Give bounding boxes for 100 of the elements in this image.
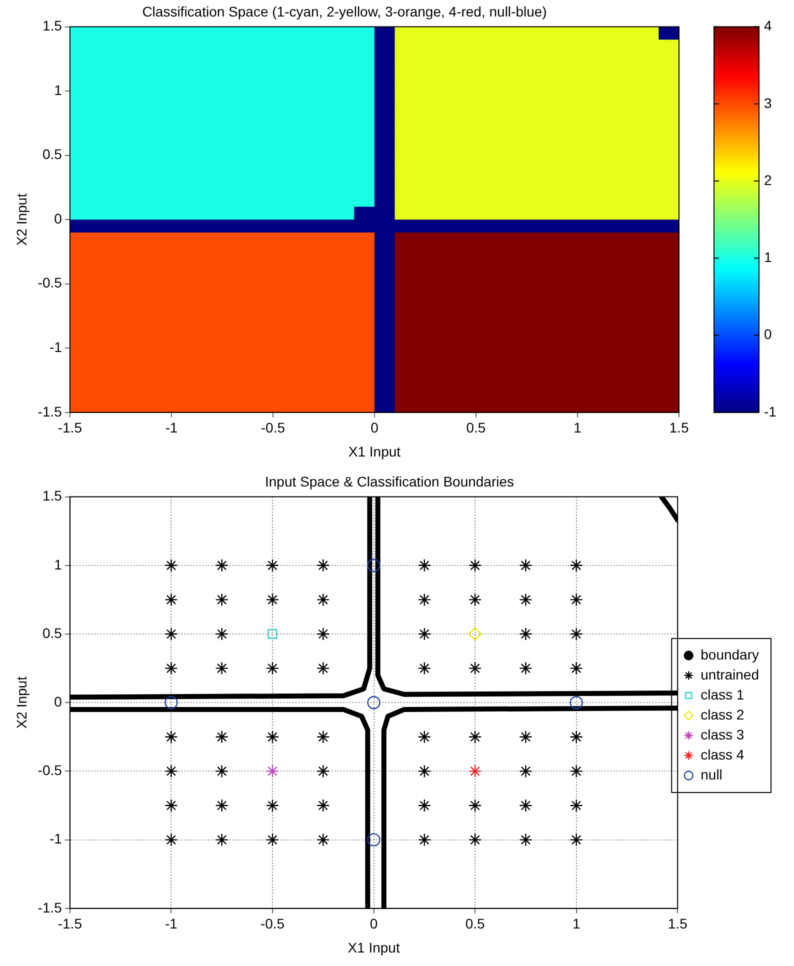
x-tick-label: 0 bbox=[370, 916, 378, 932]
y-axis-title: X2 Input bbox=[13, 676, 30, 729]
point bbox=[367, 558, 380, 572]
color-bar-label: 3 bbox=[764, 94, 772, 111]
x-tick-label: -0.5 bbox=[260, 916, 285, 932]
point bbox=[519, 593, 532, 606]
legend-label: class 3 bbox=[700, 726, 744, 742]
point bbox=[316, 764, 330, 778]
point bbox=[266, 833, 280, 846]
y-axis-title: X2 Input bbox=[13, 193, 30, 246]
y-tick-label: -1.5 bbox=[38, 403, 62, 420]
legend-label: untrained bbox=[700, 666, 760, 682]
point bbox=[164, 730, 178, 744]
color-bar-label: -1 bbox=[764, 403, 777, 420]
point bbox=[519, 662, 532, 675]
point bbox=[266, 558, 280, 572]
point bbox=[316, 798, 330, 812]
point bbox=[268, 629, 278, 639]
point bbox=[570, 764, 583, 778]
point bbox=[266, 593, 280, 606]
point bbox=[164, 764, 178, 778]
point bbox=[570, 730, 583, 744]
chart-title: Input Space & Classification Boundaries bbox=[264, 473, 514, 490]
point bbox=[418, 764, 432, 778]
point bbox=[367, 696, 380, 710]
color-bar-label: 4 bbox=[764, 18, 772, 34]
point bbox=[215, 764, 228, 778]
legend-label: class 2 bbox=[700, 706, 744, 722]
point bbox=[215, 798, 228, 812]
point bbox=[418, 627, 432, 641]
legend-label: class 1 bbox=[700, 686, 744, 702]
x-axis-title: X1 Input bbox=[348, 939, 400, 956]
y-tick-label: -0.5 bbox=[38, 274, 62, 291]
point bbox=[266, 798, 280, 812]
point bbox=[519, 798, 532, 812]
point bbox=[468, 558, 482, 572]
point bbox=[266, 662, 280, 675]
point bbox=[468, 662, 482, 675]
point bbox=[468, 833, 482, 846]
point bbox=[570, 593, 583, 606]
point bbox=[418, 833, 432, 846]
legend-label: boundary bbox=[700, 646, 760, 662]
point bbox=[570, 798, 583, 812]
point bbox=[519, 627, 532, 641]
point bbox=[468, 627, 482, 641]
point bbox=[418, 662, 432, 675]
y-tick-label: 1.5 bbox=[42, 18, 62, 34]
point bbox=[418, 730, 432, 744]
point bbox=[215, 593, 228, 606]
point bbox=[468, 798, 482, 812]
x-tick-label: -1 bbox=[164, 916, 178, 932]
point bbox=[570, 627, 583, 641]
x-tick-label: -0.5 bbox=[260, 420, 286, 436]
chart-title: Classification Space (1-cyan, 2-yellow, 3-orange, 4-red, null-blue) bbox=[142, 3, 547, 20]
point bbox=[468, 764, 482, 778]
y-tick-label: 0 bbox=[54, 693, 62, 710]
point bbox=[570, 833, 583, 846]
point bbox=[266, 764, 280, 778]
point bbox=[164, 696, 178, 710]
point bbox=[367, 833, 380, 846]
point bbox=[418, 798, 432, 812]
y-tick-label: 0.5 bbox=[42, 624, 62, 641]
point bbox=[316, 730, 330, 744]
point bbox=[316, 833, 330, 846]
y-tick-label: 1 bbox=[54, 82, 62, 98]
point bbox=[316, 558, 330, 572]
y-tick-label: -0.5 bbox=[38, 762, 62, 778]
point bbox=[215, 730, 228, 744]
point bbox=[468, 593, 482, 606]
y-tick-label: -1 bbox=[49, 338, 62, 355]
y-tick-label: -1.5 bbox=[38, 899, 62, 916]
point bbox=[316, 593, 330, 606]
y-tick-label: 1 bbox=[54, 556, 62, 572]
point bbox=[316, 662, 330, 675]
point bbox=[418, 558, 432, 572]
y-tick-label: 0.5 bbox=[42, 146, 62, 162]
point bbox=[164, 558, 178, 572]
point bbox=[570, 662, 583, 675]
point bbox=[215, 833, 228, 846]
x-tick-label: 0.5 bbox=[465, 916, 485, 932]
point bbox=[215, 662, 228, 675]
point bbox=[468, 730, 482, 744]
x-tick-label: 1.5 bbox=[669, 420, 689, 436]
point bbox=[519, 833, 532, 846]
point bbox=[164, 593, 178, 606]
x-tick-label: 1 bbox=[574, 420, 582, 436]
point bbox=[418, 593, 432, 606]
y-tick-label: 0 bbox=[54, 210, 62, 226]
x-axis-title: X1 Input bbox=[348, 443, 401, 460]
point bbox=[570, 696, 583, 710]
y-tick-label: 1.5 bbox=[42, 488, 62, 504]
point bbox=[164, 627, 178, 641]
point bbox=[266, 730, 280, 744]
color-bar-label: 2 bbox=[764, 172, 772, 188]
x-tick-label: 0 bbox=[370, 420, 379, 436]
legend-label: null bbox=[700, 766, 722, 782]
point bbox=[519, 558, 532, 572]
point bbox=[164, 662, 178, 675]
point bbox=[316, 627, 330, 641]
point bbox=[215, 558, 228, 572]
